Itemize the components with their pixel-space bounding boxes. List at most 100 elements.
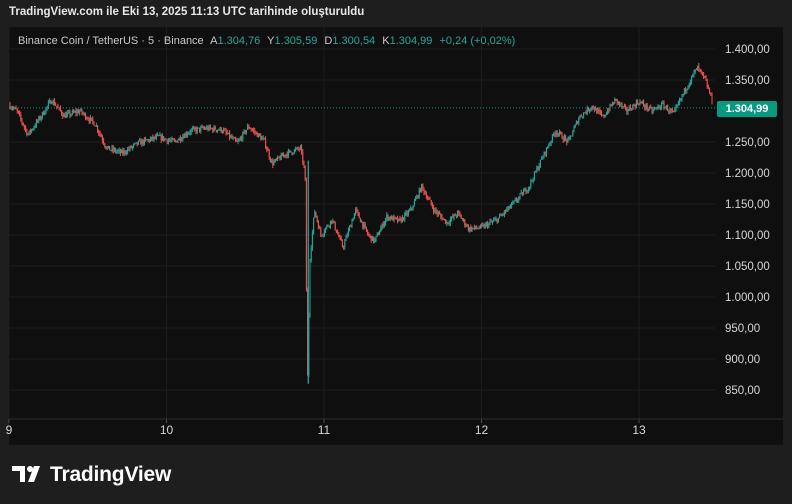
candle-body xyxy=(337,232,339,234)
candle-body xyxy=(479,224,481,229)
candle-body xyxy=(241,137,243,140)
candle-body xyxy=(657,106,659,108)
candle-body xyxy=(485,223,487,225)
candle-body xyxy=(268,150,270,158)
candle-body xyxy=(163,136,165,141)
candle-body xyxy=(145,138,147,140)
candle-body xyxy=(472,227,474,229)
symbol-legend: Binance Coin / TetherUS · 5 · Binance A1… xyxy=(18,35,515,47)
candle-body xyxy=(409,210,411,212)
candle-body xyxy=(166,139,168,143)
candle-body xyxy=(693,72,695,75)
candle-body xyxy=(481,224,483,226)
symbol-name[interactable]: Binance Coin / TetherUS · 5 · Binance xyxy=(18,35,204,47)
candle-body xyxy=(61,110,63,115)
chart-panel[interactable] xyxy=(9,27,783,445)
candle-body xyxy=(250,128,252,130)
candle-body xyxy=(595,108,597,111)
candle-body xyxy=(76,111,78,114)
candle-body xyxy=(673,111,675,112)
candle-body xyxy=(683,88,685,94)
candle-body xyxy=(459,212,461,216)
candle-body xyxy=(445,219,447,224)
candle-body xyxy=(424,192,426,194)
candle-body xyxy=(79,111,81,114)
candle-body xyxy=(157,135,159,136)
candle-body xyxy=(109,145,111,151)
candle-body xyxy=(80,109,82,112)
candle-body xyxy=(599,111,601,113)
candle-body xyxy=(577,121,579,124)
candle-body xyxy=(603,115,605,117)
candle-body xyxy=(62,114,64,117)
candle-body xyxy=(172,138,174,140)
candle-body xyxy=(10,108,12,109)
candle-body xyxy=(643,102,645,106)
candle-body xyxy=(133,144,135,147)
candle-body xyxy=(34,125,36,128)
candle-body xyxy=(494,219,496,221)
candle-body xyxy=(286,154,288,157)
tradingview-logo-icon xyxy=(12,464,44,489)
candle-body xyxy=(533,171,535,180)
open-value: 1.304,76 xyxy=(217,35,261,47)
candle-body xyxy=(601,112,603,116)
candle-body xyxy=(309,260,311,315)
candle-body xyxy=(567,139,569,143)
candle-body xyxy=(351,220,353,227)
candle-body xyxy=(598,110,600,112)
candle-body xyxy=(605,113,607,116)
candle-body xyxy=(406,212,408,215)
candle-body xyxy=(339,236,341,238)
candle-body xyxy=(124,150,126,154)
candle-body xyxy=(695,69,697,71)
candle-body xyxy=(346,235,348,237)
candle-body xyxy=(67,112,69,115)
candle-body xyxy=(325,227,327,232)
candle-body xyxy=(639,101,641,105)
candle-body xyxy=(281,154,283,157)
candle-body xyxy=(399,218,401,220)
candle-body xyxy=(187,134,189,136)
candle-body xyxy=(557,133,559,135)
candle-body xyxy=(119,150,121,153)
y-tick-label: 1.250,00 xyxy=(725,137,770,149)
candle-body xyxy=(20,114,22,119)
candle-body xyxy=(97,125,99,131)
candle-body xyxy=(167,140,169,143)
candle-body xyxy=(225,130,227,133)
candle-body xyxy=(656,107,658,108)
candle-body xyxy=(338,233,340,237)
candle-body xyxy=(182,136,184,140)
candle-body xyxy=(203,128,205,130)
candle-body xyxy=(397,218,399,222)
candle-body xyxy=(43,112,45,115)
close-value: 1.304,99 xyxy=(389,35,433,47)
candle-body xyxy=(488,223,490,227)
candle-body xyxy=(153,136,155,140)
candle-body xyxy=(571,135,573,137)
candle-body xyxy=(38,117,40,122)
candle-body xyxy=(579,115,581,119)
candle-body xyxy=(489,221,491,224)
candle-body xyxy=(177,140,179,143)
candle-body xyxy=(349,226,351,230)
candle-body xyxy=(659,107,661,109)
low-value: 1.300,54 xyxy=(332,35,376,47)
candle-body xyxy=(686,88,688,92)
candle-body xyxy=(688,84,690,88)
candle-body xyxy=(680,98,682,100)
candle-body xyxy=(473,225,475,229)
candle-body xyxy=(14,107,16,109)
candle-body xyxy=(100,134,102,138)
candle-body xyxy=(701,71,703,74)
candle-body xyxy=(410,207,412,211)
candle-body xyxy=(529,186,531,189)
candle-body xyxy=(496,219,498,223)
candle-body xyxy=(295,148,297,150)
candle-body xyxy=(361,221,363,223)
high-label: Y xyxy=(267,35,275,47)
candle-body xyxy=(469,227,471,231)
candle-body xyxy=(35,120,37,126)
